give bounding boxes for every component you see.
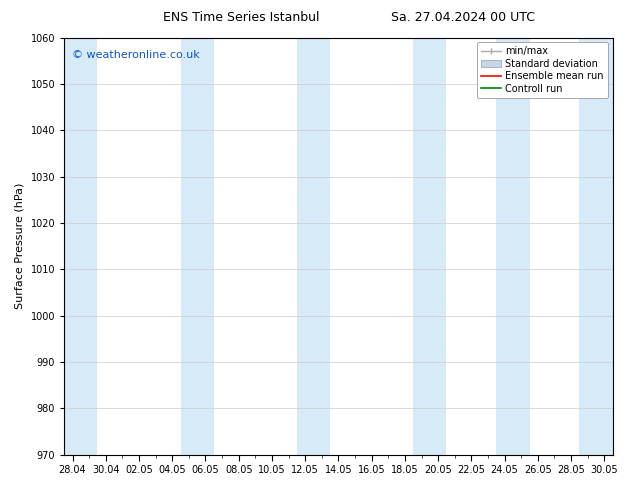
Bar [181, 38, 214, 455]
Text: © weatheronline.co.uk: © weatheronline.co.uk [72, 50, 200, 60]
Legend: min/max, Standard deviation, Ensemble mean run, Controll run: min/max, Standard deviation, Ensemble me… [477, 43, 608, 98]
Text: ENS Time Series Istanbul: ENS Time Series Istanbul [163, 11, 319, 24]
Bar [496, 38, 529, 455]
Bar [579, 38, 621, 455]
Text: Sa. 27.04.2024 00 UTC: Sa. 27.04.2024 00 UTC [391, 11, 535, 24]
Bar [64, 38, 98, 455]
Y-axis label: Surface Pressure (hPa): Surface Pressure (hPa) [15, 183, 25, 309]
Bar [297, 38, 330, 455]
Bar [413, 38, 446, 455]
